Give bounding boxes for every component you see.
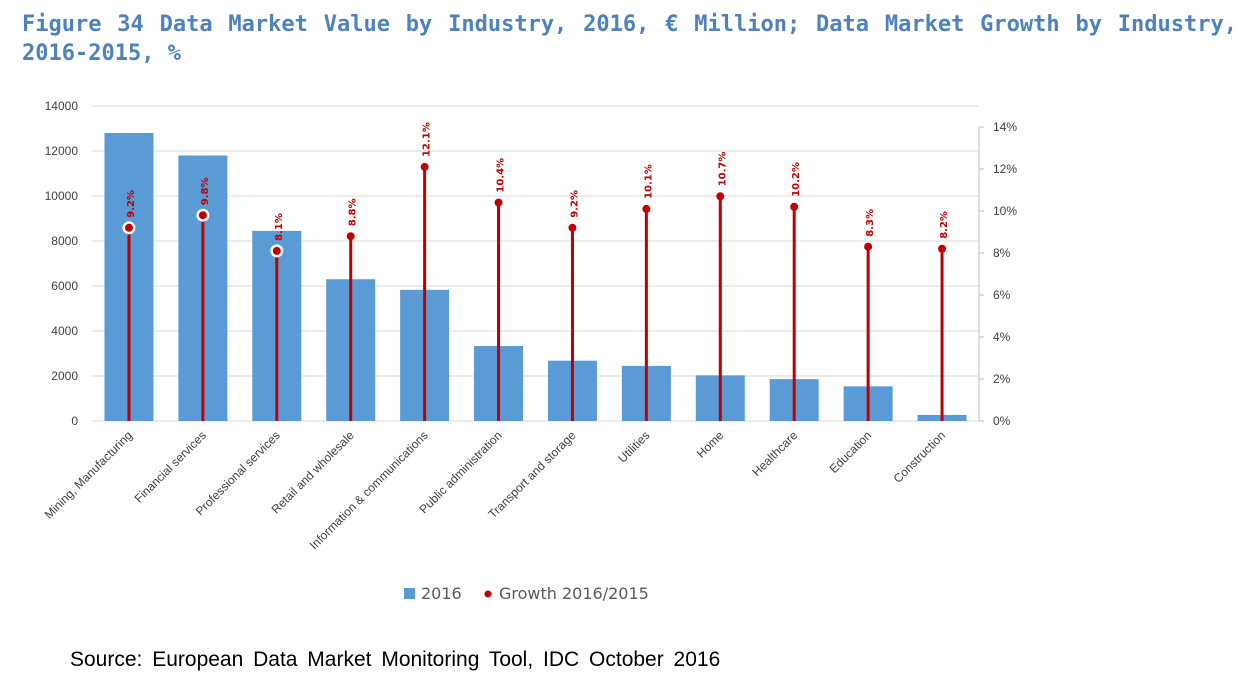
growth-label: 12.1% — [422, 122, 433, 157]
category-label: Healthcare — [749, 428, 800, 479]
right-axis-ticks: 0% 2% 4% 6% 8% 10% 12% 14% — [978, 120, 1017, 428]
legend-swatch-2016 — [404, 588, 415, 599]
growth-label: 8.1% — [274, 213, 285, 241]
growth-label: 10.7% — [717, 152, 728, 187]
growth-dot — [864, 242, 873, 251]
growth-series: 9.2% 9.8% 8.1% 8.8% 12.1% 10.4% 9.2% 10.1% 10.7%… — [122, 122, 950, 421]
growth-dot — [790, 202, 799, 211]
growth-label: 10.1% — [643, 164, 654, 199]
category-label: Construction — [891, 428, 949, 486]
growth-dot — [346, 232, 355, 241]
growth-dot — [494, 198, 503, 207]
right-tick-label: 10% — [993, 204, 1017, 218]
left-tick-label: 10000 — [45, 189, 79, 203]
chart-svg: 0 2000 4000 6000 8000 10000 12000 14000 0% 2% 4% 6… — [42, 99, 1018, 603]
left-tick-label: 14000 — [45, 99, 79, 113]
growth-dot — [198, 211, 207, 220]
left-axis-ticks: 0 2000 4000 6000 8000 10000 12000 14000 — [45, 99, 79, 428]
category-label: Mining, Manufacturing — [42, 428, 135, 521]
legend-marker-growth — [484, 590, 492, 598]
legend: 2016 Growth 2016/2015 — [404, 584, 649, 603]
left-tick-label: 6000 — [51, 279, 78, 293]
right-tick-label: 2% — [993, 372, 1011, 386]
right-tick-label: 6% — [993, 288, 1011, 302]
growth-label: 9.2% — [126, 190, 137, 218]
right-tick-label: 8% — [993, 246, 1011, 260]
category-label: Utilities — [615, 428, 652, 465]
left-tick-label: 12000 — [45, 144, 79, 158]
left-tick-label: 0 — [71, 414, 78, 428]
left-tick-label: 2000 — [51, 369, 78, 383]
left-tick-label: 4000 — [51, 324, 78, 338]
right-tick-label: 0% — [993, 414, 1011, 428]
category-label: Education — [827, 428, 875, 476]
growth-label: 9.8% — [200, 177, 211, 205]
bar-series — [104, 133, 967, 421]
growth-dot — [716, 192, 725, 201]
growth-label: 10.4% — [496, 158, 507, 193]
category-label: Retail and wholesale — [269, 428, 357, 516]
gridlines — [92, 105, 979, 422]
source-note: Source: European Data Market Monitoring … — [70, 648, 721, 671]
right-tick-label: 14% — [993, 120, 1017, 134]
growth-dot — [642, 204, 651, 213]
category-label: Information & communications — [307, 428, 431, 552]
growth-dot — [420, 162, 429, 171]
left-tick-label: 8000 — [51, 234, 78, 248]
growth-label: 8.8% — [348, 198, 359, 226]
growth-label: 10.2% — [791, 162, 802, 197]
growth-dot — [568, 223, 577, 232]
growth-label: 8.2% — [939, 211, 950, 239]
right-tick-label: 4% — [993, 330, 1011, 344]
growth-label: 9.2% — [569, 190, 580, 218]
category-label: Public administration — [416, 428, 504, 516]
growth-dot — [124, 223, 133, 232]
legend-label-growth: Growth 2016/2015 — [499, 584, 649, 603]
right-tick-label: 12% — [993, 162, 1017, 176]
chart-title: Figure 34 Data Market Value by Industry,… — [22, 12, 1237, 66]
legend-label-2016: 2016 — [421, 584, 462, 603]
growth-dot — [272, 246, 281, 255]
category-label: Home — [694, 428, 727, 461]
growth-label: 8.3% — [865, 209, 876, 237]
growth-dot — [938, 244, 947, 253]
category-label: Financial services — [132, 428, 209, 505]
